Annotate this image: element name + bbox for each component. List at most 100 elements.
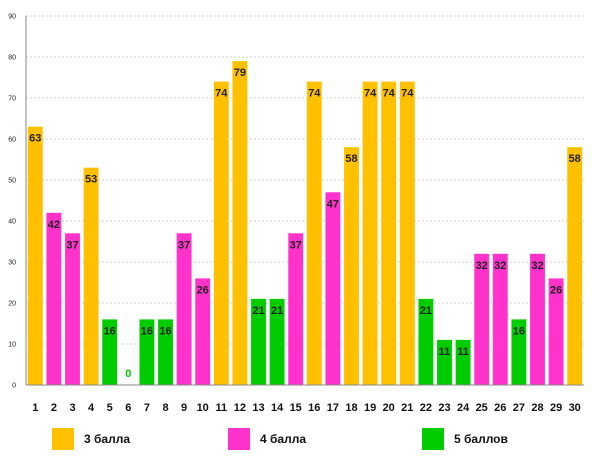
bar <box>27 126 43 385</box>
data-label: 58 <box>569 153 581 165</box>
x-tick-label: 28 <box>531 402 543 414</box>
x-tick-label: 13 <box>252 402 264 414</box>
x-tick-label: 7 <box>144 402 150 414</box>
bars <box>27 61 583 385</box>
x-tick-label: 21 <box>401 402 413 414</box>
x-tick-label: 20 <box>383 402 395 414</box>
data-label: 37 <box>178 239 190 251</box>
legend-swatch-4 <box>228 428 250 450</box>
bar <box>306 81 322 385</box>
x-tick-label: 10 <box>197 402 209 414</box>
x-tick-label: 2 <box>51 402 57 414</box>
legend-swatch-3 <box>52 428 74 450</box>
x-tick-label: 23 <box>438 402 450 414</box>
legend-label-5: 5 баллов <box>454 432 508 446</box>
data-label: 37 <box>290 239 302 251</box>
bar <box>213 81 229 385</box>
legend-swatch-5 <box>422 428 444 450</box>
x-tick-label: 15 <box>290 402 302 414</box>
bar <box>251 298 266 385</box>
x-tick-label: 11 <box>215 402 227 414</box>
data-label: 74 <box>364 88 377 100</box>
x-tick-label: 29 <box>550 402 562 414</box>
legend-label-4: 4 балла <box>260 432 307 446</box>
x-axis: 1 2 3 4 5 6 7 8 9 10 11 12 13 14 15 16 17 18 19 20 21 22 23 24 2… <box>26 384 584 414</box>
bar <box>325 192 341 385</box>
bar <box>418 298 434 385</box>
x-tick-label: 18 <box>345 402 357 414</box>
y-tick-label: 30 <box>8 260 16 267</box>
data-label: 74 <box>383 88 396 100</box>
x-tick-label: 30 <box>569 402 581 414</box>
data-label: 79 <box>234 67 246 79</box>
data-label: 58 <box>345 153 357 165</box>
data-label: 32 <box>494 260 506 272</box>
x-tick-label: 14 <box>271 402 284 414</box>
bar <box>65 233 80 385</box>
bar <box>83 167 99 385</box>
data-label: 74 <box>401 88 414 100</box>
data-label: 21 <box>252 305 264 317</box>
y-tick-label: 0 <box>12 383 16 390</box>
legend-item-4: 4 балла <box>228 428 306 450</box>
data-label: 47 <box>327 198 339 210</box>
y-tick-label: 90 <box>8 14 16 21</box>
bar <box>102 319 118 385</box>
data-label: 32 <box>476 260 488 272</box>
bar <box>158 319 173 385</box>
data-label: 21 <box>271 305 283 317</box>
bar <box>567 147 583 385</box>
bar <box>344 147 359 385</box>
x-tick-label: 26 <box>494 402 506 414</box>
x-tick-label: 1 <box>32 402 38 414</box>
x-tick-label: 22 <box>420 402 432 414</box>
data-label: 21 <box>420 305 432 317</box>
x-tick-label: 3 <box>69 402 75 414</box>
bar <box>437 339 452 385</box>
x-tick-label: 24 <box>457 402 470 414</box>
bar <box>46 212 62 385</box>
x-tick-label: 19 <box>364 402 376 414</box>
data-label: 37 <box>66 239 78 251</box>
bar <box>232 61 248 385</box>
data-label: 26 <box>197 284 209 296</box>
bar <box>530 253 545 385</box>
data-label: 26 <box>550 284 562 296</box>
data-label: 16 <box>159 325 171 337</box>
x-tick-label: 16 <box>308 402 320 414</box>
bar <box>269 298 285 385</box>
bar <box>511 319 527 385</box>
gridlines <box>26 15 584 345</box>
x-tick-label: 27 <box>513 402 525 414</box>
x-tick-label: 5 <box>107 402 113 414</box>
x-tick-label: 25 <box>476 402 488 414</box>
bar <box>455 339 471 385</box>
bar <box>176 233 192 385</box>
data-label: 0 <box>125 368 131 380</box>
x-tick-label: 12 <box>234 402 246 414</box>
data-label: 74 <box>215 88 228 100</box>
data-label: 16 <box>513 325 525 337</box>
x-tick-label: 6 <box>125 402 131 414</box>
bar <box>381 81 397 385</box>
bar <box>362 81 378 385</box>
legend-label-3: 3 балла <box>84 432 131 446</box>
data-label: 42 <box>48 219 60 231</box>
x-tick-label: 17 <box>327 402 339 414</box>
bar <box>399 81 415 385</box>
y-tick-label: 20 <box>8 301 16 308</box>
data-label: 16 <box>141 325 153 337</box>
data-label: 11 <box>439 346 451 358</box>
x-tick-label: 9 <box>181 402 187 414</box>
y-tick-label: 50 <box>8 178 16 185</box>
y-tick-label: 10 <box>8 342 16 349</box>
legend-item-5: 5 баллов <box>422 428 508 450</box>
bar <box>474 253 490 385</box>
data-label: 74 <box>308 88 321 100</box>
data-label: 16 <box>104 325 116 337</box>
y-tick-label: 80 <box>8 55 16 62</box>
x-tick-label: 4 <box>88 402 95 414</box>
y-tick-label: 40 <box>8 219 16 226</box>
bar <box>139 319 155 385</box>
